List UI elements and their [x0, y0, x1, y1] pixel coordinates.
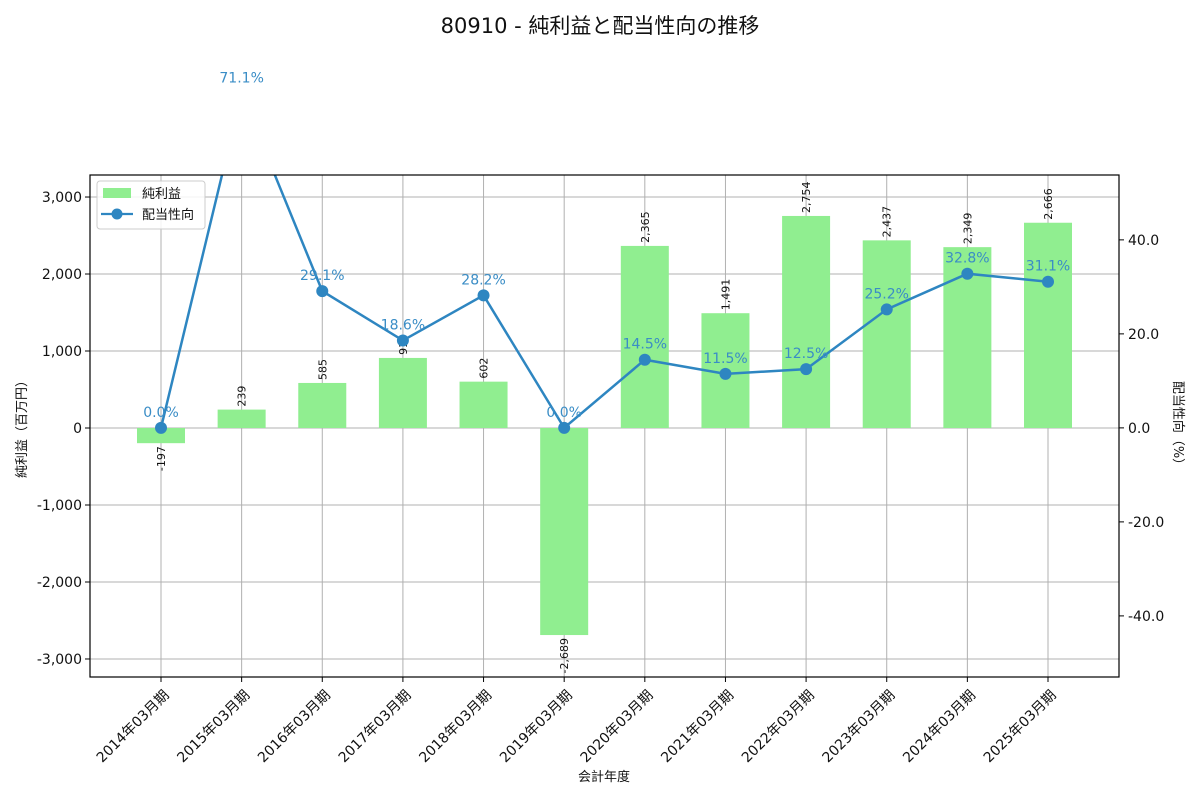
- bar-label: -197: [155, 446, 168, 471]
- point-label: 11.5%: [703, 351, 747, 367]
- tick-label: 3,000: [42, 190, 82, 206]
- bar: [782, 215, 831, 429]
- x-tick-label: 2021年03月期: [658, 687, 737, 766]
- bar-label: -2,689: [558, 638, 571, 673]
- bar-label: 2,754: [800, 181, 813, 213]
- line-marker: [961, 267, 974, 280]
- x-tick-label: 2023年03月期: [820, 687, 899, 766]
- y-axis-right-label: 配当性向（%）: [1170, 381, 1186, 471]
- y-axis-right: -40.0 -20.0 0.0 20.0 40.0: [1119, 233, 1164, 625]
- point-label: 0.0%: [546, 405, 582, 421]
- x-tick-label: 2018年03月期: [416, 687, 495, 766]
- point-label: 18.6%: [381, 317, 425, 333]
- point-label: 71.1%: [219, 71, 263, 87]
- line-value-labels: 0.0% 71.1% 29.1% 18.6% 28.2% 0.0% 14.5% 11.5% 12…: [143, 71, 1070, 421]
- line-marker: [638, 353, 651, 366]
- line-marker: [396, 334, 409, 347]
- legend-bar-swatch: [103, 188, 131, 198]
- tick-label: -3,000: [37, 652, 82, 668]
- point-label: 31.1%: [1026, 259, 1070, 275]
- line-marker: [477, 289, 490, 302]
- point-label: 32.8%: [945, 251, 989, 267]
- legend-label-payout-ratio: 配当性向: [142, 207, 194, 223]
- bar: [540, 428, 589, 636]
- line-marker: [800, 363, 813, 376]
- bar-label: 585: [316, 359, 329, 380]
- x-tick-label: 2015年03月期: [174, 687, 253, 766]
- bar: [378, 357, 427, 429]
- tick-label: -2,000: [37, 575, 82, 591]
- x-tick-label: 2025年03月期: [981, 687, 1060, 766]
- line-marker: [558, 421, 571, 434]
- point-label: 0.0%: [143, 405, 179, 421]
- line-marker: [155, 421, 167, 434]
- tick-label: -40.0: [1128, 609, 1164, 625]
- bar-label: 602: [478, 358, 491, 379]
- tick-label: 0.0: [1128, 421, 1150, 437]
- point-label: 25.2%: [864, 286, 908, 302]
- x-tick-label: 2017年03月期: [336, 687, 415, 766]
- bar: [1024, 222, 1072, 429]
- bar: [298, 382, 347, 429]
- tick-label: 0: [73, 421, 82, 437]
- bar-label: 2,349: [961, 213, 974, 245]
- bar: [862, 240, 911, 429]
- x-tick-label: 2014年03月期: [94, 687, 173, 766]
- line-marker: [880, 303, 893, 316]
- bar-label: 239: [236, 386, 249, 407]
- bar: [217, 409, 266, 429]
- tick-label: -20.0: [1128, 515, 1164, 531]
- legend: 純利益 配当性向: [96, 180, 206, 230]
- tick-label: 2,000: [42, 267, 82, 283]
- line-marker: [316, 285, 329, 298]
- legend-label-net-income: 純利益: [142, 187, 181, 202]
- point-label: 14.5%: [623, 337, 667, 353]
- point-label: 29.1%: [300, 268, 344, 284]
- bar: [620, 245, 669, 429]
- bar-label: 1,491: [719, 279, 732, 311]
- plot-frame: [89, 174, 1120, 678]
- x-tick-label: 2022年03月期: [739, 687, 818, 766]
- x-axis: 2014年03月期 2015年03月期 2016年03月期 2017年03月期 2018…: [94, 677, 1060, 766]
- x-tick-label: 2024年03月期: [900, 687, 979, 766]
- x-tick-label: 2019年03月期: [497, 687, 576, 766]
- bar-label: 2,365: [639, 211, 652, 243]
- point-label: 28.2%: [461, 272, 505, 288]
- tick-label: 1,000: [42, 344, 82, 360]
- line-series-payout-ratio: [155, 175, 1054, 434]
- tick-label: 40.0: [1128, 233, 1159, 249]
- y-axis-left-label: 純利益（百万円）: [15, 374, 30, 478]
- line-marker: [1042, 275, 1054, 288]
- point-label: 12.5%: [784, 346, 828, 362]
- x-tick-label: 2020年03月期: [578, 687, 657, 766]
- x-tick-label: 2016年03月期: [255, 687, 334, 766]
- payout-line: [159, 175, 1049, 430]
- bar-label: 2,437: [881, 206, 894, 238]
- bar-value-labels: -19723958591602-2,6892,3651,4912,7542,43…: [155, 181, 1055, 673]
- line-marker: [719, 367, 732, 380]
- chart-title: 80910 - 純利益と配当性向の推移: [441, 14, 760, 38]
- x-axis-label: 会計年度: [578, 769, 630, 785]
- bar-label: 2,666: [1042, 188, 1055, 220]
- bar-series-net-income: [137, 215, 1072, 636]
- y-axis-left: -3,000 -2,000 -1,000 0 1,000 2,000 3,000: [37, 190, 90, 668]
- tick-label: 20.0: [1128, 327, 1159, 343]
- bar: [137, 428, 185, 444]
- tick-label: -1,000: [37, 498, 82, 514]
- bar: [459, 381, 508, 429]
- legend-marker-icon: [111, 208, 123, 220]
